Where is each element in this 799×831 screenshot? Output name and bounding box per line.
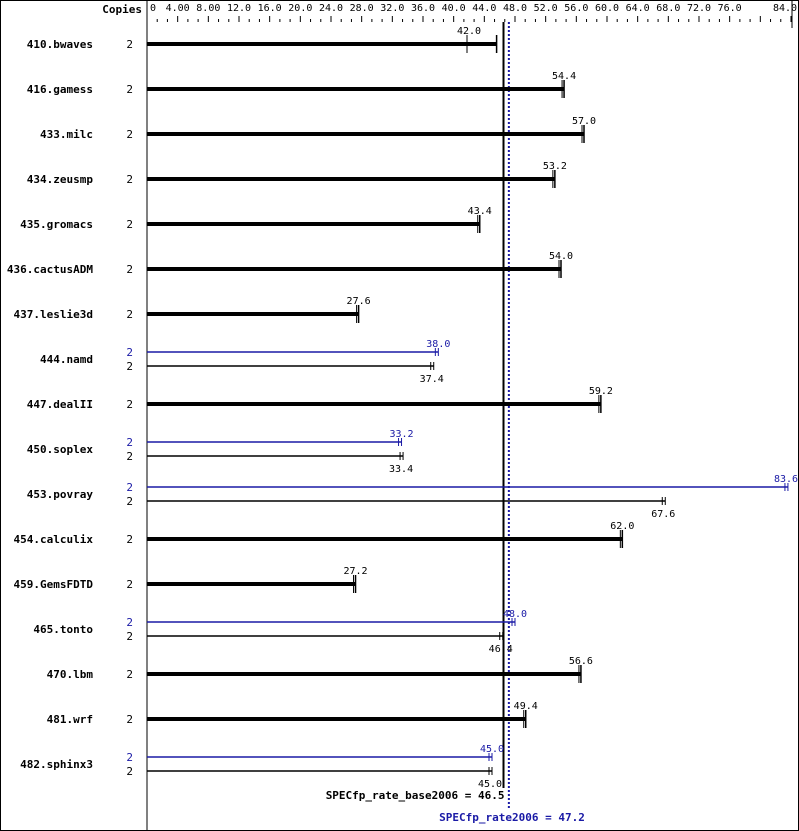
base-value-label: 49.4 [514, 701, 538, 712]
base-value-label: 53.2 [543, 161, 567, 172]
base-value-label: 27.2 [343, 566, 367, 577]
benchmark-name: 434.zeusmp [27, 173, 94, 186]
tick-label: 76.0 [718, 3, 742, 14]
peak-value-label: 83.6 [774, 474, 798, 485]
base-bar [147, 582, 356, 586]
base-copies: 2 [126, 128, 133, 141]
copies-header: Copies [102, 3, 142, 16]
benchmark-name: 470.lbm [47, 668, 94, 681]
tick-label: 32.0 [380, 3, 404, 14]
base-value-label: 57.0 [572, 116, 596, 127]
base-value-label: 67.6 [651, 509, 675, 520]
base-copies: 2 [126, 83, 133, 96]
reference-label: SPECfp_rate_base2006 = 46.5 [326, 789, 505, 802]
tick-label: 20.0 [288, 3, 312, 14]
tick-label: 8.00 [196, 3, 220, 14]
base-bar [147, 717, 526, 721]
tick-label: 44.0 [472, 3, 496, 14]
tick-label: 68.0 [656, 3, 680, 14]
peak-value-label: 48.0 [503, 609, 527, 620]
tick-label: 16.0 [258, 3, 282, 14]
benchmark-name: 433.milc [40, 128, 93, 141]
benchmark-name: 459.GemsFDTD [14, 578, 94, 591]
benchmark-name: 453.povray [27, 488, 94, 501]
benchmark-name: 482.sphinx3 [20, 758, 93, 771]
peak-copies: 2 [126, 481, 133, 494]
base-bar [147, 222, 480, 226]
base-copies: 2 [126, 308, 133, 321]
base-value-label: 54.0 [549, 251, 573, 262]
tick-label: 24.0 [319, 3, 343, 14]
tick-label: 48.0 [503, 3, 527, 14]
tick-label: 64.0 [626, 3, 650, 14]
base-copies: 2 [126, 360, 133, 373]
base-value-label: 59.2 [589, 386, 613, 397]
base-copies: 2 [126, 630, 133, 643]
benchmark-name: 416.gamess [27, 83, 93, 96]
peak-value-label: 33.2 [389, 429, 413, 440]
base-copies: 2 [126, 173, 133, 186]
benchmark-name: 444.namd [40, 353, 93, 366]
base-bar [147, 537, 623, 541]
tick-label: 12.0 [227, 3, 251, 14]
base-bar [147, 132, 584, 136]
benchmark-name: 450.soplex [27, 443, 94, 456]
base-bar [147, 672, 581, 676]
peak-value-label: 45.0 [480, 744, 504, 755]
base-value-label: 62.0 [610, 521, 634, 532]
tick-label: 40.0 [442, 3, 466, 14]
tick-label: 0 [150, 3, 156, 14]
tick-label: 56.0 [564, 3, 588, 14]
peak-value-label: 38.0 [426, 339, 450, 350]
base-copies: 2 [126, 38, 133, 51]
tick-label: 84.0 [773, 3, 797, 14]
tick-label: 36.0 [411, 3, 435, 14]
base-bar [147, 267, 561, 271]
base-copies: 2 [126, 450, 133, 463]
peak-copies: 2 [126, 436, 133, 449]
reference-label: SPECfp_rate2006 = 47.2 [439, 811, 585, 824]
base-copies: 2 [126, 668, 133, 681]
peak-copies: 2 [126, 616, 133, 629]
base-value-label: 27.6 [347, 296, 371, 307]
peak-copies: 2 [126, 346, 133, 359]
base-bar [147, 42, 497, 46]
base-bar [147, 87, 565, 91]
base-value-label: 45.0 [478, 779, 502, 790]
tick-label: 72.0 [687, 3, 711, 14]
peak-copies: 2 [126, 751, 133, 764]
base-bar [147, 312, 359, 316]
base-copies: 2 [126, 578, 133, 591]
base-bar [147, 177, 555, 181]
base-value-label: 46.4 [489, 644, 513, 655]
tick-label: 52.0 [534, 3, 558, 14]
base-copies: 2 [126, 398, 133, 411]
benchmark-name: 435.gromacs [20, 218, 93, 231]
tick-label: 60.0 [595, 3, 619, 14]
tick-label: 28.0 [350, 3, 374, 14]
base-bar [147, 402, 601, 406]
benchmark-name: 465.tonto [33, 623, 93, 636]
base-value-label: 37.4 [420, 374, 444, 385]
benchmark-name: 436.cactusADM [7, 263, 93, 276]
base-copies: 2 [126, 533, 133, 546]
base-copies: 2 [126, 495, 133, 508]
base-value-label: 42.0 [457, 26, 481, 37]
benchmark-name: 454.calculix [14, 533, 94, 546]
base-value-label: 54.4 [552, 71, 576, 82]
base-copies: 2 [126, 263, 133, 276]
base-copies: 2 [126, 765, 133, 778]
base-copies: 2 [126, 713, 133, 726]
base-copies: 2 [126, 218, 133, 231]
base-value-label: 33.4 [389, 464, 413, 475]
base-value-label: 43.4 [468, 206, 492, 217]
tick-label: 4.00 [166, 3, 190, 14]
base-value-label: 56.6 [569, 656, 593, 667]
benchmark-name: 410.bwaves [27, 38, 93, 51]
benchmark-name: 437.leslie3d [14, 308, 93, 321]
benchmark-name: 447.dealII [27, 398, 93, 411]
benchmark-name: 481.wrf [47, 713, 93, 726]
